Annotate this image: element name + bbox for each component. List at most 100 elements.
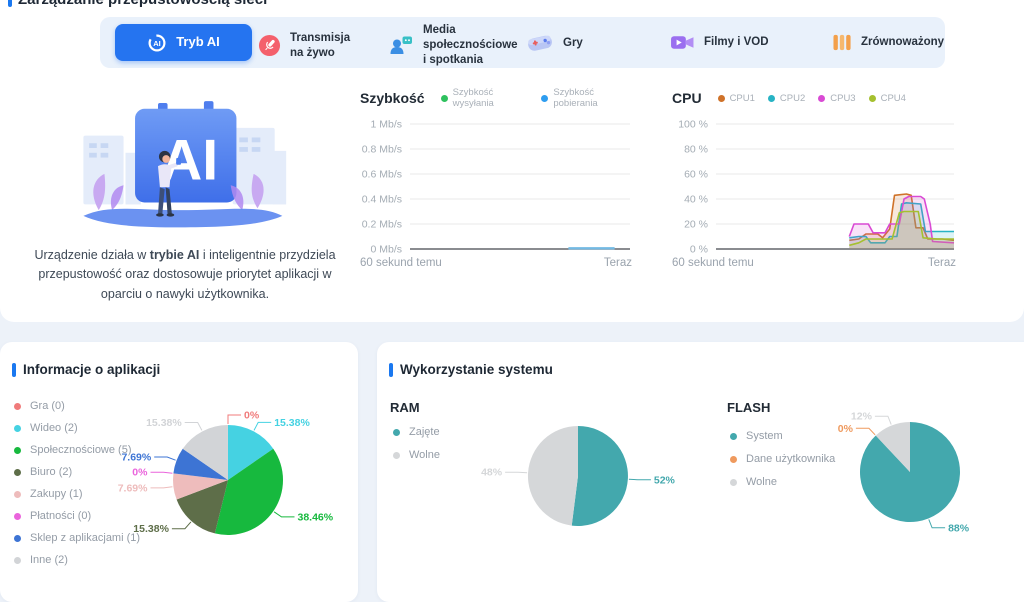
ai-illustration: AI: [70, 96, 290, 244]
legend-cpu2: CPU2: [767, 93, 805, 104]
legend-dot: [393, 428, 400, 436]
legend-dot: [14, 490, 21, 498]
speed-line-chart: 0 Mb/s 0.2 Mb/s 0.4 Mb/s 0.6 Mb/s 0.8 Mb/s 1 …: [360, 112, 632, 256]
page-title: Zarządzanie przepustowością sieci: [8, 0, 267, 8]
legend-dot: [14, 468, 21, 476]
speed-x-axis-labels: 60 sekund temu Teraz: [360, 257, 632, 269]
page-title-text: Zarządzanie przepustowością sieci: [18, 0, 267, 8]
svg-text:15.38%: 15.38%: [133, 523, 169, 535]
tab-label: Gry: [563, 36, 583, 49]
tab-filmy-i-vod[interactable]: Filmy i VOD: [670, 32, 769, 53]
svg-text:40 %: 40 %: [684, 194, 708, 206]
flash-pie-chart: 88% 0% 12%: [817, 400, 1024, 585]
ram-title: RAM: [390, 400, 420, 415]
svg-text:12%: 12%: [851, 411, 873, 423]
app-info-card: Informacje o aplikacji Gra (0) Wideo (2)…: [0, 342, 358, 602]
tab-media-spolecznosciowe[interactable]: Media społecznościowe i spotkania: [388, 23, 518, 68]
title-accent-bar: [389, 362, 393, 377]
legend-item-zajete: Zajęte: [393, 426, 440, 438]
cpu-chart-panel: CPU CPU1 CPU2 CPU3 CPU4 0 % 20 % 40 % 60 % 8…: [672, 88, 956, 269]
tab-gry[interactable]: Gry: [526, 32, 583, 54]
app-category-legend: Gra (0) Wideo (2) Społecznościowe (5) Bi…: [14, 400, 140, 566]
tab-label: Tryb AI: [176, 34, 220, 50]
legend-item-inne: Inne (2): [14, 554, 140, 566]
legend-dot: [393, 451, 400, 459]
svg-text:48%: 48%: [481, 467, 503, 479]
person-figure: [156, 150, 181, 217]
legend-item-spolecznosciowe: Społecznościowe (5): [14, 444, 140, 456]
tab-zrownowazony[interactable]: Zrównoważony: [833, 32, 944, 53]
svg-text:100 %: 100 %: [678, 119, 708, 131]
svg-text:1 Mb/s: 1 Mb/s: [370, 119, 402, 131]
tab-label: Zrównoważony: [861, 36, 945, 49]
app-info-title: Informacje o aplikacji: [12, 362, 160, 377]
legend-dot: [14, 402, 21, 410]
title-accent-bar: [8, 0, 12, 7]
svg-text:0%: 0%: [132, 467, 148, 479]
legend-dot: [14, 512, 21, 520]
tab-label: Filmy i VOD: [704, 36, 769, 49]
svg-text:15.38%: 15.38%: [274, 417, 310, 429]
svg-text:52%: 52%: [654, 474, 676, 486]
legend-cpu1: CPU1: [717, 93, 755, 104]
legend-dot: [14, 534, 21, 542]
legend-item-wolne: Wolne: [730, 476, 835, 488]
svg-text:0%: 0%: [838, 423, 854, 435]
svg-text:88%: 88%: [948, 522, 970, 534]
live-stream-icon: [258, 34, 281, 57]
legend-cpu4: CPU4: [868, 93, 906, 104]
cpu2-legend-dot: [767, 94, 775, 102]
tab-label: Media społecznościowe i spotkania: [423, 24, 518, 66]
svg-text:7.69%: 7.69%: [121, 452, 151, 464]
legend-item-wolne: Wolne: [393, 449, 440, 461]
games-icon: [526, 32, 554, 54]
cpu-x-axis-labels: 60 sekund temu Teraz: [672, 257, 956, 269]
legend-item-dane-uzytkownika: Dane użytkownika: [730, 453, 835, 465]
svg-text:AI: AI: [153, 38, 161, 47]
social-media-icon: [388, 33, 414, 57]
download-legend-dot: [541, 94, 549, 102]
legend-cpu3: CPU3: [818, 93, 856, 104]
tab-tryb-ai[interactable]: AI Tryb AI: [115, 24, 252, 61]
cpu-line-chart: 0 % 20 % 40 % 60 % 80 % 100 %: [672, 112, 956, 256]
svg-text:7.69%: 7.69%: [118, 482, 148, 494]
svg-text:0 Mb/s: 0 Mb/s: [370, 244, 402, 256]
ram-legend: Zajęte Wolne: [393, 426, 440, 461]
svg-text:0.8 Mb/s: 0.8 Mb/s: [362, 144, 402, 156]
legend-item-system: System: [730, 430, 835, 442]
ai-board-text: AI: [161, 129, 218, 193]
system-usage-card: Wykorzystanie systemu RAM Zajęte Wolne 5…: [377, 342, 1024, 602]
app-categories-pie-chart: 0% 15.38% 38.46% 15.38% 7.69% 0% 7.69% 15.38%: [118, 390, 358, 590]
legend-dot: [14, 556, 21, 564]
svg-text:0.4 Mb/s: 0.4 Mb/s: [362, 194, 402, 206]
svg-text:60 %: 60 %: [684, 169, 708, 181]
flash-legend: System Dane użytkownika Wolne: [730, 430, 835, 488]
cpu3-legend-dot: [818, 94, 826, 102]
balanced-icon: [833, 32, 852, 53]
flash-title: FLASH: [727, 400, 771, 415]
legend-dot: [730, 455, 737, 463]
title-accent-bar: [12, 362, 16, 377]
speed-chart-title: Szybkość: [360, 90, 425, 106]
description-prefix: Urządzenie działa w: [34, 248, 150, 262]
svg-text:38.46%: 38.46%: [298, 511, 334, 523]
plants: [93, 173, 264, 211]
legend-dot: [14, 424, 21, 432]
svg-text:0.6 Mb/s: 0.6 Mb/s: [362, 169, 402, 181]
ground: [83, 208, 283, 228]
description-bold: trybie AI: [149, 248, 200, 262]
ai-mode-description: Urządzenie działa w trybie AI i intelige…: [22, 246, 348, 304]
svg-text:0 %: 0 %: [690, 244, 708, 256]
legend-download-speed: Szybkość pobierania: [541, 87, 632, 109]
upload-legend-dot: [440, 94, 448, 102]
cpu1-legend-dot: [717, 94, 725, 102]
tab-transmisja-na-zywo[interactable]: Transmisja na żywo: [258, 31, 350, 61]
legend-item-sklep: Sklep z aplikacjami (1): [14, 532, 140, 544]
legend-item-platnosci: Płatności (0): [14, 510, 140, 522]
svg-text:80 %: 80 %: [684, 144, 708, 156]
svg-text:0%: 0%: [244, 410, 260, 422]
ram-pie-chart: 52% 48%: [477, 404, 682, 579]
ai-mode-icon: AI: [147, 33, 167, 53]
svg-text:15.38%: 15.38%: [146, 417, 182, 429]
svg-text:20 %: 20 %: [684, 219, 708, 231]
